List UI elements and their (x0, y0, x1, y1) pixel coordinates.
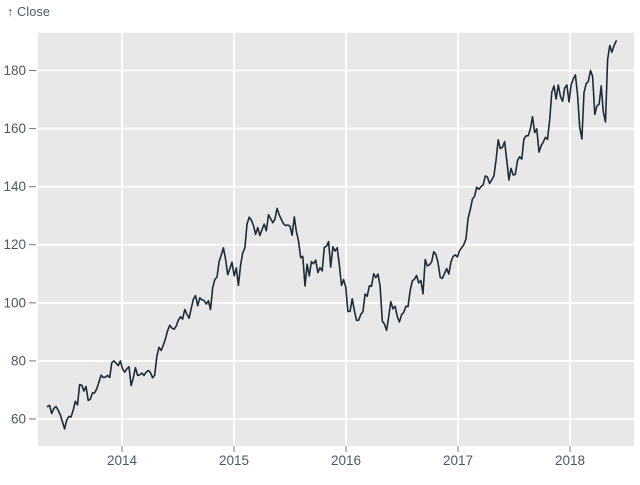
y-tick-label: 140 (3, 179, 26, 194)
y-tick-label: 120 (3, 237, 26, 252)
y-tick-label: 60 (11, 412, 26, 427)
x-tick-label: 2015 (219, 453, 249, 468)
y-axis-title: ↑ Close (7, 5, 51, 19)
plot-area-background (38, 33, 634, 446)
y-tick-label: 100 (3, 295, 26, 310)
y-tick-label: 80 (11, 353, 26, 368)
x-tick-label: 2014 (107, 453, 138, 468)
gridlines (38, 33, 634, 446)
axis-tick-marks (29, 69, 571, 452)
x-tick-label: 2018 (555, 453, 585, 468)
y-tick-label: 180 (3, 63, 26, 78)
x-tick-label: 2016 (331, 453, 361, 468)
axis-tick-labels: 60 80 100 120 140 160 180 2014 2015 2016 2017 2018 (3, 63, 585, 468)
x-tick-label: 2017 (443, 453, 473, 468)
close-price-line (46, 40, 618, 430)
y-tick-label: 160 (3, 121, 26, 136)
